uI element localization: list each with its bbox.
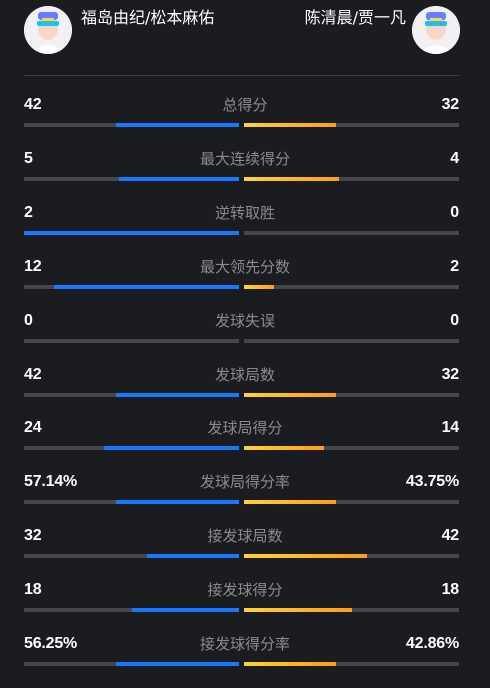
stat-row: 18 接发球得分 18 [0, 580, 490, 634]
stat-left-value: 5 [24, 149, 33, 167]
stat-right-bar-track [244, 123, 459, 127]
stat-label: 接发球局数 [207, 527, 283, 546]
stat-right-bar-track [244, 338, 459, 343]
stat-left-bar-track [24, 123, 239, 127]
stat-left-bar-fill [131, 608, 239, 613]
stat-left-bar-track [24, 230, 239, 235]
stat-left-bar-track [24, 608, 239, 613]
stat-right-bar-fill [244, 284, 275, 289]
stat-right-bar-track [244, 554, 459, 559]
stat-left-bar-fill [116, 500, 239, 505]
match-header: 福岛由纪/松本麻佑 陈清晨/贾一凡 [0, 0, 490, 76]
stat-left-value: 57.14% [24, 473, 78, 491]
stat-right-value: 18 [441, 581, 460, 599]
stat-row: 57.14% 发球局得分率 43.75% [0, 472, 490, 526]
stat-row: 24 发球局得分 14 [0, 418, 490, 472]
stat-left-bar-track [24, 392, 239, 397]
stat-left-bar-fill [146, 554, 239, 559]
stat-right-bar-track [244, 608, 459, 613]
stat-row: 5 最大连续得分 4 [0, 149, 490, 203]
stat-right-bar-fill [244, 392, 337, 397]
stat-right-bar-fill [244, 446, 324, 451]
stat-right-bar-track [244, 662, 459, 666]
stat-right-value: 43.75% [405, 473, 459, 491]
stat-left-bar-track [24, 176, 239, 181]
stat-right-bar-track [244, 284, 459, 289]
stat-left-value: 12 [24, 257, 42, 275]
stat-left-bar-fill [54, 284, 239, 289]
stat-left-value: 2 [24, 203, 33, 221]
stat-left-value: 18 [24, 581, 42, 599]
stat-right-value: 2 [450, 257, 459, 275]
stat-left-value: 24 [24, 419, 42, 437]
stat-left-value: 42 [24, 365, 42, 383]
stat-right-value: 42.86% [405, 635, 459, 652]
stat-right-bar-track [244, 176, 459, 181]
left-player-avatar-icon[interactable] [24, 6, 72, 54]
stat-right-bar-fill [244, 662, 337, 666]
stat-right-bar-fill [244, 176, 339, 181]
stat-row: 32 接发球局数 42 [0, 526, 490, 580]
stat-left-bar-fill [116, 123, 239, 127]
stat-row: 56.25% 接发球得分率 42.86% [0, 634, 490, 688]
stat-right-bar-track [244, 446, 459, 451]
stat-label: 发球局数 [214, 365, 275, 384]
stat-right-bar-fill [244, 554, 367, 559]
stat-label: 接发球得分率 [199, 635, 290, 653]
stat-left-value: 42 [24, 96, 42, 113]
stat-label: 发球局得分率 [199, 473, 290, 492]
stat-label: 逆转取胜 [214, 203, 275, 222]
stat-left-bar-track [24, 284, 239, 289]
stat-right-bar-fill [244, 608, 352, 613]
stat-label: 接发球得分 [207, 581, 283, 600]
stat-left-bar-fill [24, 230, 239, 235]
stat-right-value: 0 [450, 203, 459, 221]
stat-label: 发球失误 [214, 311, 275, 330]
right-player-name[interactable]: 陈清晨/贾一凡 [304, 8, 406, 27]
stat-left-bar-track [24, 338, 239, 343]
stat-row: 42 总得分 32 [0, 95, 490, 149]
stat-left-bar-track [24, 446, 239, 451]
stat-left-bar-fill [116, 662, 239, 666]
right-player-avatar-icon[interactable] [412, 6, 460, 54]
stat-right-value: 32 [441, 96, 460, 113]
stat-left-bar-fill [103, 446, 239, 451]
stat-right-bar-track [244, 392, 459, 397]
stat-right-value: 14 [441, 419, 460, 437]
stat-row: 42 发球局数 32 [0, 365, 490, 419]
stat-row: 2 逆转取胜 0 [0, 203, 490, 257]
stat-left-bar-track [24, 500, 239, 505]
stat-right-value: 42 [441, 527, 460, 545]
header-divider [24, 75, 459, 76]
stat-label: 最大连续得分 [199, 149, 290, 168]
stat-right-bar-track [244, 230, 459, 235]
stat-left-bar-fill [116, 392, 239, 397]
stat-left-value: 32 [24, 527, 42, 545]
stat-left-bar-fill [118, 176, 239, 181]
stat-right-bar-fill [244, 123, 337, 127]
stat-label: 发球局得分 [207, 419, 283, 438]
stat-left-value: 56.25% [24, 635, 78, 652]
left-player-name[interactable]: 福岛由纪/松本麻佑 [81, 8, 215, 27]
stat-right-bar-fill [244, 500, 337, 505]
stat-label: 总得分 [222, 96, 268, 114]
stat-row: 0 发球失误 0 [0, 311, 490, 365]
stat-label: 最大领先分数 [199, 257, 290, 276]
stat-left-value: 0 [24, 311, 33, 329]
stat-left-bar-track [24, 662, 239, 666]
stat-right-value: 32 [441, 365, 460, 383]
stat-left-bar-track [24, 554, 239, 559]
stat-right-bar-track [244, 500, 459, 505]
stat-row: 12 最大领先分数 2 [0, 257, 490, 311]
stat-right-value: 0 [450, 311, 459, 329]
stat-right-value: 4 [450, 149, 459, 167]
